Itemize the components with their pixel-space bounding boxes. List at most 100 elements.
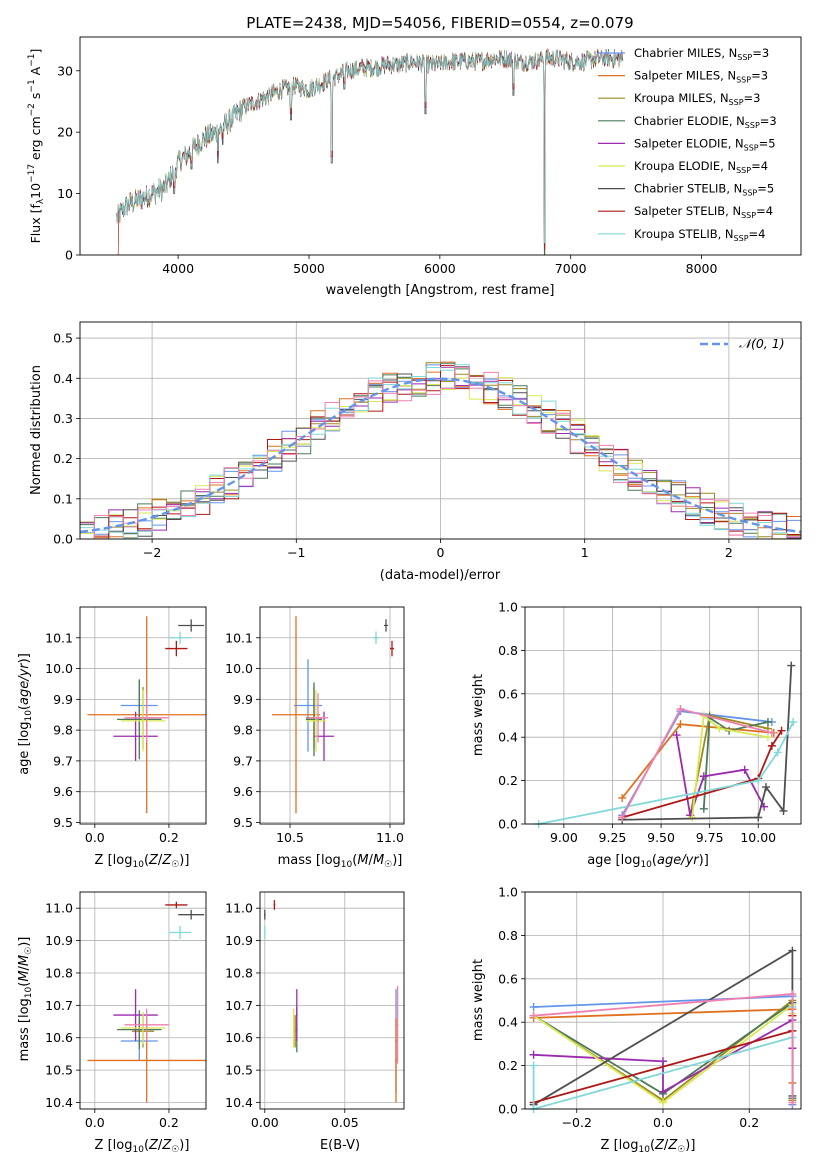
mass-weight-vs-age-xlabel: age [log10(age/yr)] [587, 853, 709, 870]
axes-frame [79, 606, 207, 825]
axes-frame [79, 321, 802, 540]
legend-label: Chabrier MILES, NSSP=3 [634, 46, 769, 62]
spectrum-panel: 4000 5000 6000 7000 8000 0 10 20 30 Chabrier MILE… [57, 36, 802, 276]
x-tick-label: 0.0 [653, 1115, 673, 1130]
y-tick-label: 9.8 [233, 723, 253, 738]
weight-marker [788, 1098, 797, 1107]
weight-marker [699, 804, 708, 813]
y-tick-label: 9.5 [53, 815, 73, 830]
weight-marker [618, 813, 627, 822]
x-tick-label: 0.00 [251, 1115, 279, 1130]
weight-marker [529, 1050, 538, 1059]
axes-frame [79, 891, 207, 1110]
y-tick-label: 0.6 [498, 686, 518, 701]
y-tick-label: 9.7 [233, 753, 253, 768]
weight-marker [659, 1087, 667, 1096]
weight-marker [529, 1061, 538, 1070]
y-tick-label: 0 [65, 248, 73, 263]
x-tick-label: 9.75 [696, 830, 724, 845]
weight-marker [787, 661, 796, 670]
axes-frame [79, 36, 802, 256]
x-tick-label: 11.0 [376, 830, 404, 845]
mass-vs-extinction-xlabel: E(B-V) [320, 1138, 360, 1153]
legend-label: Salpeter MILES, NSSP=3 [634, 69, 768, 85]
x-tick-label: 0.2 [159, 830, 179, 845]
weight-marker [676, 720, 685, 729]
y-tick-label: 10.9 [45, 933, 73, 948]
weight-line [621, 730, 783, 819]
legend-label: Chabrier STELIB, NSSP=5 [634, 182, 774, 198]
mass-weight-vs-age-panel: 9.00 9.25 9.50 9.75 10.00 0.0 0.2 0.4 0.6 0.8 1.0 [498, 600, 802, 845]
weight-marker [688, 813, 697, 822]
y-tick-label: 0.2 [498, 1058, 518, 1073]
y-tick-label: 1.0 [498, 600, 518, 615]
mass-vs-metallicity-panel: 0.0 0.2 10.4 10.5 10.6 10.7 10.8 10.9 11.0 [45, 891, 207, 1130]
y-tick-label: 0.6 [498, 971, 518, 986]
x-tick-label: 0.0 [85, 1115, 105, 1130]
y-tick-label: 0.8 [498, 928, 518, 943]
y-tick-label: 9.9 [233, 692, 253, 707]
mass-vs-metallicity-ylabel: mass [log10(M/M☉)] [17, 937, 34, 1062]
weight-marker [763, 718, 772, 727]
histogram-series [80, 366, 801, 539]
residual-xlabel: (data-model)/error [380, 568, 501, 583]
y-tick-label: 0.3 [53, 411, 73, 426]
x-tick-label: 0.0 [85, 830, 105, 845]
weight-marker [529, 1003, 538, 1012]
x-tick-label: 0.2 [159, 1115, 179, 1130]
mass-weight-vs-age-ylabel: mass weight [471, 674, 486, 756]
y-tick-label: 10.8 [225, 965, 253, 980]
y-tick-label: 0.8 [498, 643, 518, 658]
weight-marker [659, 1057, 667, 1066]
weight-marker [777, 726, 786, 735]
x-tick-label: 9.25 [599, 830, 627, 845]
age-vs-mass-xlabel: mass [log10(M/M☉)] [278, 853, 403, 870]
y-tick-label: 9.8 [53, 723, 73, 738]
y-tick-label: 0.2 [498, 773, 518, 788]
weight-marker [789, 718, 798, 727]
y-tick-label: 10.7 [225, 998, 253, 1013]
x-tick-label: 9.50 [647, 830, 675, 845]
legend-label: Salpeter ELODIE, NSSP=5 [634, 136, 776, 152]
y-tick-label: 0.2 [53, 451, 73, 466]
x-tick-label: 10.00 [740, 830, 776, 845]
x-tick-label: 0 [437, 545, 445, 560]
x-tick-label: 8000 [686, 261, 718, 276]
y-tick-label: 11.0 [225, 901, 253, 916]
y-tick-label: 10.6 [225, 1030, 253, 1045]
weight-marker [788, 946, 797, 955]
spectrum-xlabel: wavelength [Angstrom, rest frame] [326, 283, 555, 298]
mass-weight-vs-metallicity-xlabel: Z [log10(Z/Z☉)] [601, 1138, 696, 1155]
y-tick-label: 9.5 [233, 815, 253, 830]
y-tick-label: 10.5 [225, 1063, 253, 1078]
mass-vs-extinction-panel: 0.00 0.05 10.4 10.5 10.6 10.7 10.8 10.9 11.0 [225, 891, 405, 1130]
y-tick-label: 10.1 [225, 630, 253, 645]
y-tick-label: 0.0 [498, 817, 518, 832]
weight-marker [699, 772, 708, 781]
y-tick-label: 20 [57, 125, 73, 140]
age-vs-metallicity-ylabel: age [log10(age/yr)] [17, 653, 34, 775]
x-tick-label: −2 [143, 545, 161, 560]
x-tick-label: 0.05 [331, 1115, 359, 1130]
y-tick-label: 10 [57, 186, 73, 201]
y-tick-label: 0.4 [53, 371, 73, 386]
weight-marker [788, 989, 797, 998]
axes-frame [259, 891, 405, 1110]
y-tick-label: 0.0 [498, 1102, 518, 1117]
residual-ylabel: Normed distribution [29, 365, 44, 495]
x-tick-label: 0.2 [739, 1115, 759, 1130]
x-tick-label: 1 [581, 545, 589, 560]
y-tick-label: 30 [57, 63, 73, 78]
axes-frame [524, 891, 802, 1110]
y-tick-label: 11.0 [45, 901, 73, 916]
weight-marker [740, 765, 749, 774]
x-tick-label: 4000 [162, 261, 194, 276]
y-tick-label: 1.0 [498, 885, 518, 900]
weight-marker [618, 793, 627, 802]
y-tick-label: 10.5 [45, 1063, 73, 1078]
mass-weight-vs-metallicity-panel: −0.2 0.0 0.2 0.0 0.2 0.4 0.6 0.8 1.0 [498, 885, 802, 1130]
weight-marker [754, 776, 763, 785]
legend-label: 𝒩(0, 1) [739, 336, 785, 351]
x-tick-label: 6000 [424, 261, 456, 276]
x-tick-label: 2 [725, 545, 733, 560]
